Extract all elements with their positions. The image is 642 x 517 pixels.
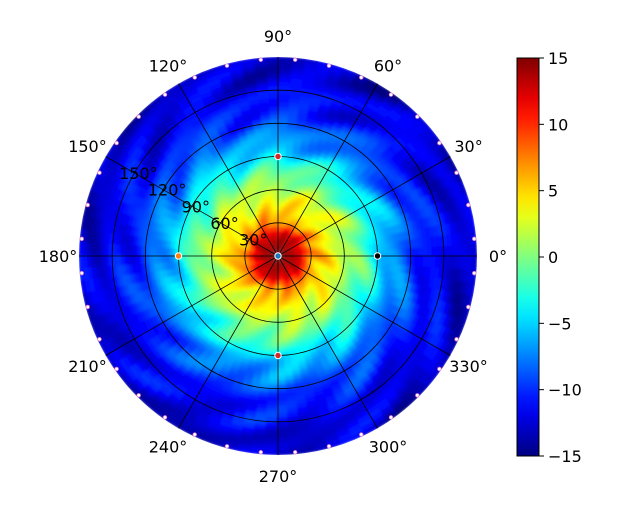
angular-tick-label: 30° bbox=[454, 137, 482, 156]
rim-point bbox=[115, 367, 119, 371]
rim-point bbox=[259, 58, 263, 62]
colorbar-tick-label: 15 bbox=[548, 49, 568, 68]
colorbar-tick-label: −5 bbox=[548, 314, 572, 333]
rim-point bbox=[327, 64, 331, 68]
heatmap-cell bbox=[472, 255, 477, 271]
data-marker bbox=[175, 253, 181, 259]
rim-point bbox=[389, 93, 393, 97]
rim-point bbox=[86, 305, 90, 309]
rim-point bbox=[163, 93, 167, 97]
rim-point bbox=[472, 237, 476, 241]
rim-point bbox=[193, 76, 197, 80]
rim-point bbox=[327, 444, 331, 448]
data-marker bbox=[374, 253, 380, 259]
angular-tick-label: 90° bbox=[264, 27, 292, 46]
colorbar-tick-label: 0 bbox=[548, 248, 558, 267]
rim-point bbox=[359, 76, 363, 80]
rim-point bbox=[455, 171, 459, 175]
data-marker bbox=[275, 153, 281, 159]
rim-point bbox=[455, 337, 459, 341]
rim-point bbox=[359, 433, 363, 437]
radial-tick-label: 60° bbox=[210, 214, 238, 233]
angular-tick-label: 60° bbox=[374, 56, 402, 75]
rim-point bbox=[225, 444, 229, 448]
rim-point bbox=[115, 141, 119, 145]
rim-point bbox=[80, 237, 84, 241]
angular-tick-label: 240° bbox=[149, 438, 188, 457]
rim-point bbox=[86, 203, 90, 207]
rim-point bbox=[389, 416, 393, 420]
data-marker bbox=[275, 352, 281, 358]
angular-tick-label: 120° bbox=[149, 56, 188, 75]
angular-tick-label: 330° bbox=[449, 357, 488, 376]
rim-point bbox=[163, 416, 167, 420]
rim-point bbox=[438, 141, 442, 145]
rim-point bbox=[293, 58, 297, 62]
rim-point bbox=[80, 271, 84, 275]
rim-point bbox=[225, 64, 229, 68]
angular-tick-label: 150° bbox=[68, 137, 107, 156]
data-marker bbox=[275, 253, 281, 259]
radial-tick-label: 120° bbox=[148, 181, 187, 200]
rim-point bbox=[137, 115, 141, 119]
rim-point bbox=[472, 271, 476, 275]
rim-point bbox=[466, 203, 470, 207]
radial-tick-label: 90° bbox=[182, 197, 210, 216]
angular-tick-label: 0° bbox=[489, 247, 507, 266]
colorbar: −15 −10 −5 0 5 10 15 bbox=[517, 49, 582, 466]
rim-point bbox=[98, 337, 102, 341]
rim-point bbox=[193, 433, 197, 437]
rim-point bbox=[293, 450, 297, 454]
rim-point bbox=[416, 394, 420, 398]
angular-tick-label: 270° bbox=[259, 467, 298, 486]
radial-tick-label: 30° bbox=[239, 230, 267, 249]
rim-point bbox=[137, 394, 141, 398]
colorbar-tick-label: −15 bbox=[548, 447, 582, 466]
colorbar-tick-label: 5 bbox=[548, 182, 558, 201]
rim-point bbox=[98, 171, 102, 175]
angular-tick-label: 300° bbox=[369, 438, 408, 457]
radial-tick-label: 150° bbox=[119, 164, 158, 183]
rim-point bbox=[259, 450, 263, 454]
rim-point bbox=[416, 115, 420, 119]
colorbar-tick-label: −10 bbox=[548, 381, 582, 400]
angular-tick-label: 210° bbox=[68, 357, 107, 376]
angular-tick-label: 180° bbox=[39, 247, 78, 266]
colorbar-gradient bbox=[517, 58, 539, 456]
rim-point bbox=[438, 367, 442, 371]
colorbar-tick-label: 10 bbox=[548, 115, 568, 134]
rim-point bbox=[466, 305, 470, 309]
